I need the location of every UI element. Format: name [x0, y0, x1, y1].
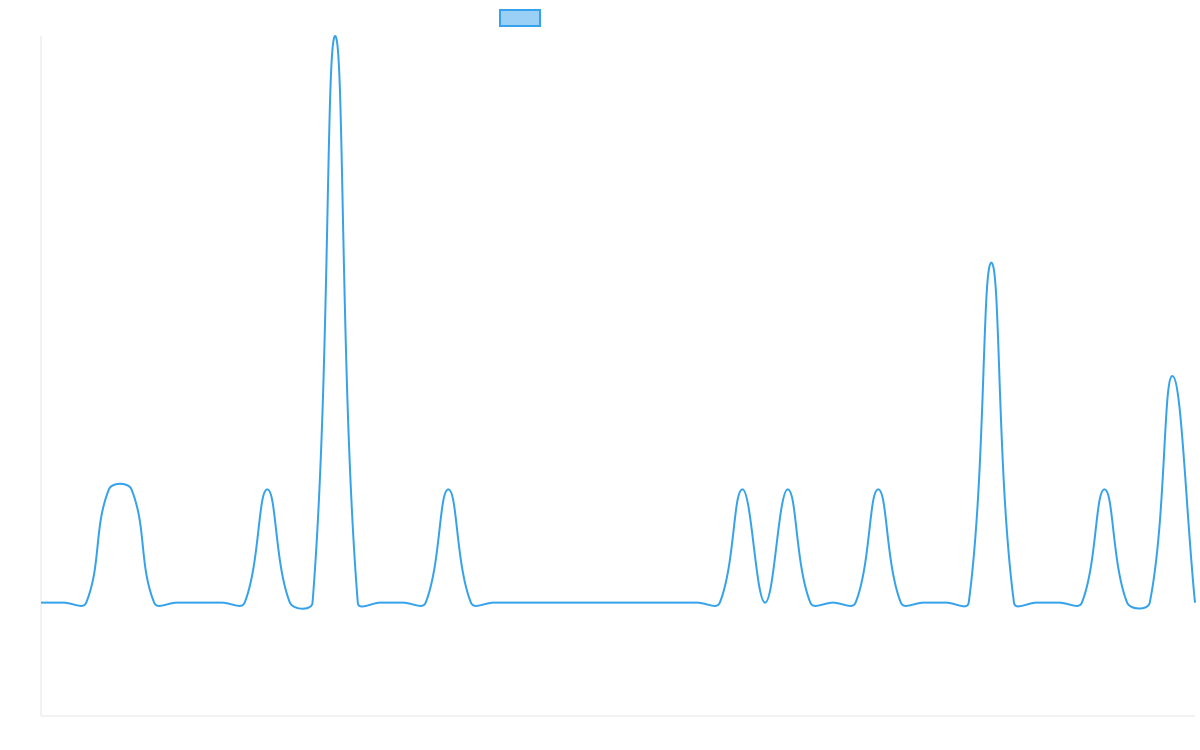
data-line [41, 34, 1196, 610]
legend-swatch [499, 9, 541, 27]
